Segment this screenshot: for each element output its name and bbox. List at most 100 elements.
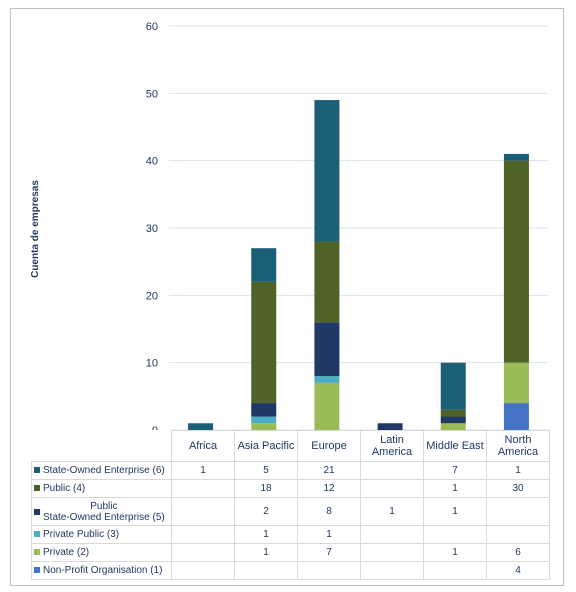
legend-entry: Non-Profit Organisation (1) [31, 561, 172, 580]
bar-segment [314, 382, 340, 430]
legend-entry: Private (2) [31, 543, 172, 562]
bar-segment [440, 362, 466, 410]
table-row: Non-Profit Organisation (1) 4 [31, 561, 550, 580]
stacked-bar-chart: 0 10 20 30 40 50 60 Cuenta de empresas [30, 21, 548, 430]
category-label-line: Africa [188, 440, 218, 452]
bars [188, 100, 529, 430]
table-cell: 7 [423, 461, 487, 480]
table-cell: 1 [423, 479, 487, 498]
category-label: Europe [297, 430, 361, 462]
table-cell [360, 543, 424, 562]
table-header-row: Africa Asia Pacific Europe Latin America Midd… [31, 430, 550, 462]
legend-label: Private (2) [43, 547, 90, 558]
table-cell [297, 561, 361, 580]
table-cell [171, 479, 235, 498]
legend-entry: Public State-Owned Enterprise (5) [31, 497, 172, 526]
bar-segment [314, 322, 340, 377]
bar-segment [314, 100, 340, 242]
category-label: Latin America [360, 430, 424, 462]
legend-label: State-Owned Enterprise (6) [43, 465, 165, 476]
table-cell: 18 [234, 479, 298, 498]
legend-swatch [34, 485, 40, 492]
bar-segment [251, 281, 277, 404]
y-axis-ticks: 0 10 20 30 40 50 60 [146, 21, 158, 430]
legend-label-line: State-Owned Enterprise (5) [43, 511, 165, 523]
bar-segment [503, 153, 529, 161]
bar-segment [188, 423, 214, 430]
table-cell [171, 561, 235, 580]
bar-segment [251, 248, 277, 282]
table-cell: 4 [486, 561, 550, 580]
table-cell [234, 561, 298, 580]
category-label: Africa [171, 430, 235, 462]
table-cell [486, 525, 550, 544]
category-label-line: America [497, 446, 539, 458]
table-cell: 1 [171, 461, 235, 480]
y-tick-label: 60 [146, 21, 158, 33]
gridlines [169, 25, 548, 430]
table-row: Public (4) 18 12 1 30 [31, 479, 550, 498]
table-cell: 21 [297, 461, 361, 480]
y-tick-label: 20 [146, 290, 158, 302]
table-row: Private (2) 1 7 1 6 [31, 543, 550, 562]
table-cell [423, 561, 487, 580]
bar-segment [251, 423, 277, 430]
legend-entry: State-Owned Enterprise (6) [31, 461, 172, 480]
table-cell: 1 [297, 525, 361, 544]
table-cell: 1 [423, 497, 487, 526]
legend-entry: Public (4) [31, 479, 172, 498]
table-cell: 1 [360, 497, 424, 526]
y-tick-label: 40 [146, 156, 158, 168]
category-label-line: Asia Pacific [237, 440, 295, 452]
table-cell: 5 [234, 461, 298, 480]
table-row: Private Public (3) 1 1 [31, 525, 550, 544]
table-cell [360, 561, 424, 580]
bar-segment [440, 409, 466, 417]
table-cell: 2 [234, 497, 298, 526]
legend-label: Non-Profit Organisation (1) [43, 565, 163, 576]
table-cell [360, 479, 424, 498]
table-cell [171, 497, 235, 526]
table-cell: 30 [486, 479, 550, 498]
bar-segment [503, 362, 529, 404]
chart-frame [10, 8, 564, 586]
bar-segment [314, 376, 340, 383]
category-label-line: Middle East [426, 440, 484, 452]
category-label-line: Europe [311, 440, 347, 452]
table-row: Public State-Owned Enterprise (5) 2 8 1 1 [31, 497, 550, 526]
category-label-line: Latin [380, 434, 404, 446]
legend-entry: Private Public (3) [31, 525, 172, 544]
bar-segment [440, 416, 466, 424]
table-cell: 6 [486, 543, 550, 562]
category-label: Asia Pacific [234, 430, 298, 462]
bar-segment [377, 423, 403, 430]
bar-segment [503, 403, 529, 430]
y-axis-label: Cuenta de empresas [30, 180, 41, 278]
bar-segment [251, 403, 277, 417]
bar-segment [314, 241, 340, 323]
table-cell [486, 497, 550, 526]
table-cell [360, 461, 424, 480]
bar-segment [440, 423, 466, 430]
table-cell: 7 [297, 543, 361, 562]
legend-swatch [34, 508, 40, 515]
legend-label: Private Public (3) [43, 529, 120, 540]
category-label-line: America [371, 446, 413, 458]
table-cell [360, 525, 424, 544]
table-cell [171, 525, 235, 544]
legend-label: Public State-Owned Enterprise (5) [43, 501, 165, 523]
table-cell [171, 543, 235, 562]
category-label: North America [486, 430, 550, 462]
table-cell: 1 [486, 461, 550, 480]
y-tick-label: 0 [152, 425, 158, 430]
legend-swatch [34, 531, 40, 538]
table-cell: 12 [297, 479, 361, 498]
table-cell: 8 [297, 497, 361, 526]
table-row: State-Owned Enterprise (6) 1 5 21 7 1 [31, 461, 550, 480]
table-cell [423, 525, 487, 544]
y-tick-label: 30 [146, 223, 158, 235]
data-table: Africa Asia Pacific Europe Latin America Midd… [31, 430, 550, 580]
bar-segment [503, 160, 529, 363]
legend-swatch [34, 549, 40, 556]
bar-segment [251, 416, 277, 424]
